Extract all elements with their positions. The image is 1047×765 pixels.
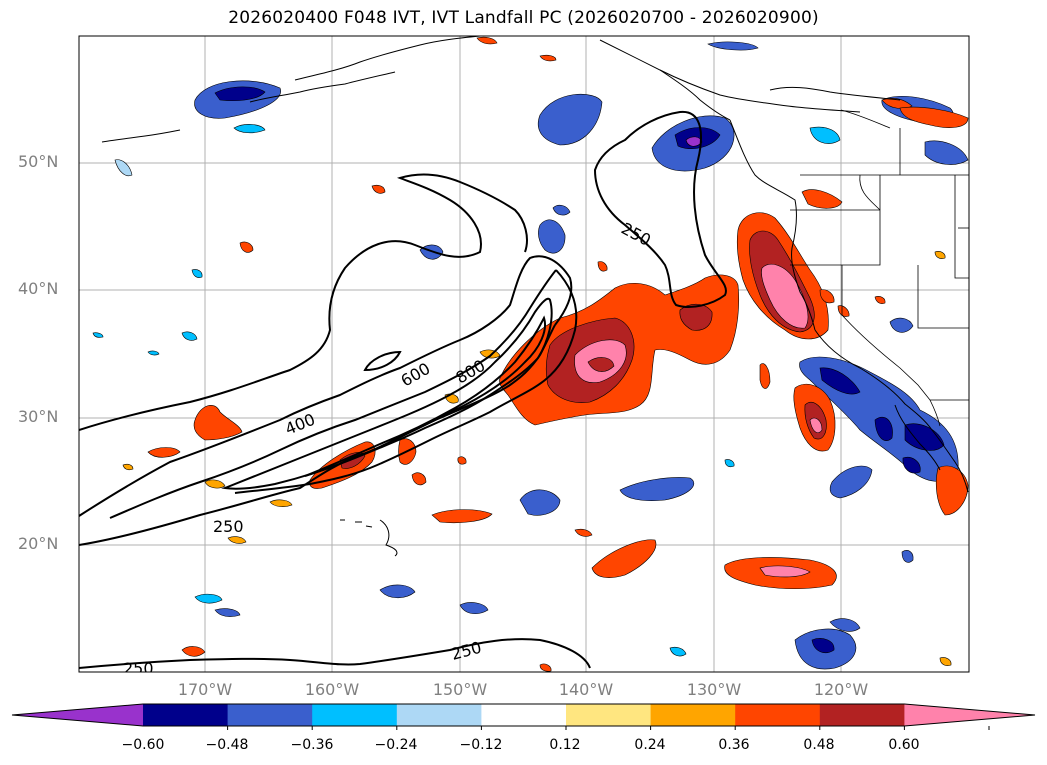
colorbar-tick: 0.24: [634, 737, 666, 753]
colorbar-segment: [566, 704, 652, 726]
colorbar-segment: [312, 704, 398, 726]
colorbar-segment: [650, 704, 736, 726]
colorbar-tick: 0.12: [549, 737, 581, 753]
colorbar-segment: [396, 704, 482, 726]
contour-label: 250: [123, 659, 154, 678]
contour-label: 250: [213, 517, 244, 536]
map-frame: [78, 35, 970, 673]
positive-pc-fields: [122, 36, 969, 672]
colorbar-tick: 0.60: [888, 737, 920, 753]
colorbar-extend-low: [12, 704, 143, 726]
colorbar-segment: [227, 704, 313, 726]
colorbar-tick: 0.48: [803, 737, 835, 753]
colorbar-tick: 0.36: [718, 737, 750, 753]
colorbar-tick: −0.12: [459, 737, 503, 753]
borders: [790, 109, 969, 427]
colorbar-segment: [143, 704, 229, 726]
lon-label-130w: 130°W: [686, 680, 742, 699]
colorbar-tick: −0.60: [121, 737, 165, 753]
colorbar-extend-high: [904, 704, 1035, 726]
lon-label-140w: 140°W: [558, 680, 614, 699]
lat-label-20n: 20°N: [18, 534, 59, 553]
lat-label-50n: 50°N: [18, 152, 59, 171]
colorbar-outline: [11, 703, 1036, 727]
lon-label-170w: 170°W: [177, 680, 233, 699]
lat-label-40n: 40°N: [18, 279, 59, 298]
colorbar-tick: −0.48: [205, 737, 249, 753]
negative-pc-fields: [92, 41, 969, 670]
colorbar-segment: [735, 704, 821, 726]
colorbar-segment: [481, 704, 567, 726]
lon-label-150w: 150°W: [432, 680, 488, 699]
lon-label-160w: 160°W: [304, 680, 360, 699]
ivt-contours: [79, 110, 727, 669]
lat-label-30n: 30°N: [18, 407, 59, 426]
colorbar-tick: −0.24: [374, 737, 418, 753]
colorbar-segment: [819, 704, 905, 726]
map-title: 2026020400 F048 IVT, IVT Landfall PC (20…: [228, 8, 819, 28]
colorbar-tick: −0.36: [290, 737, 334, 753]
lon-label-120w: 120°W: [813, 680, 869, 699]
coastlines: [101, 36, 969, 557]
